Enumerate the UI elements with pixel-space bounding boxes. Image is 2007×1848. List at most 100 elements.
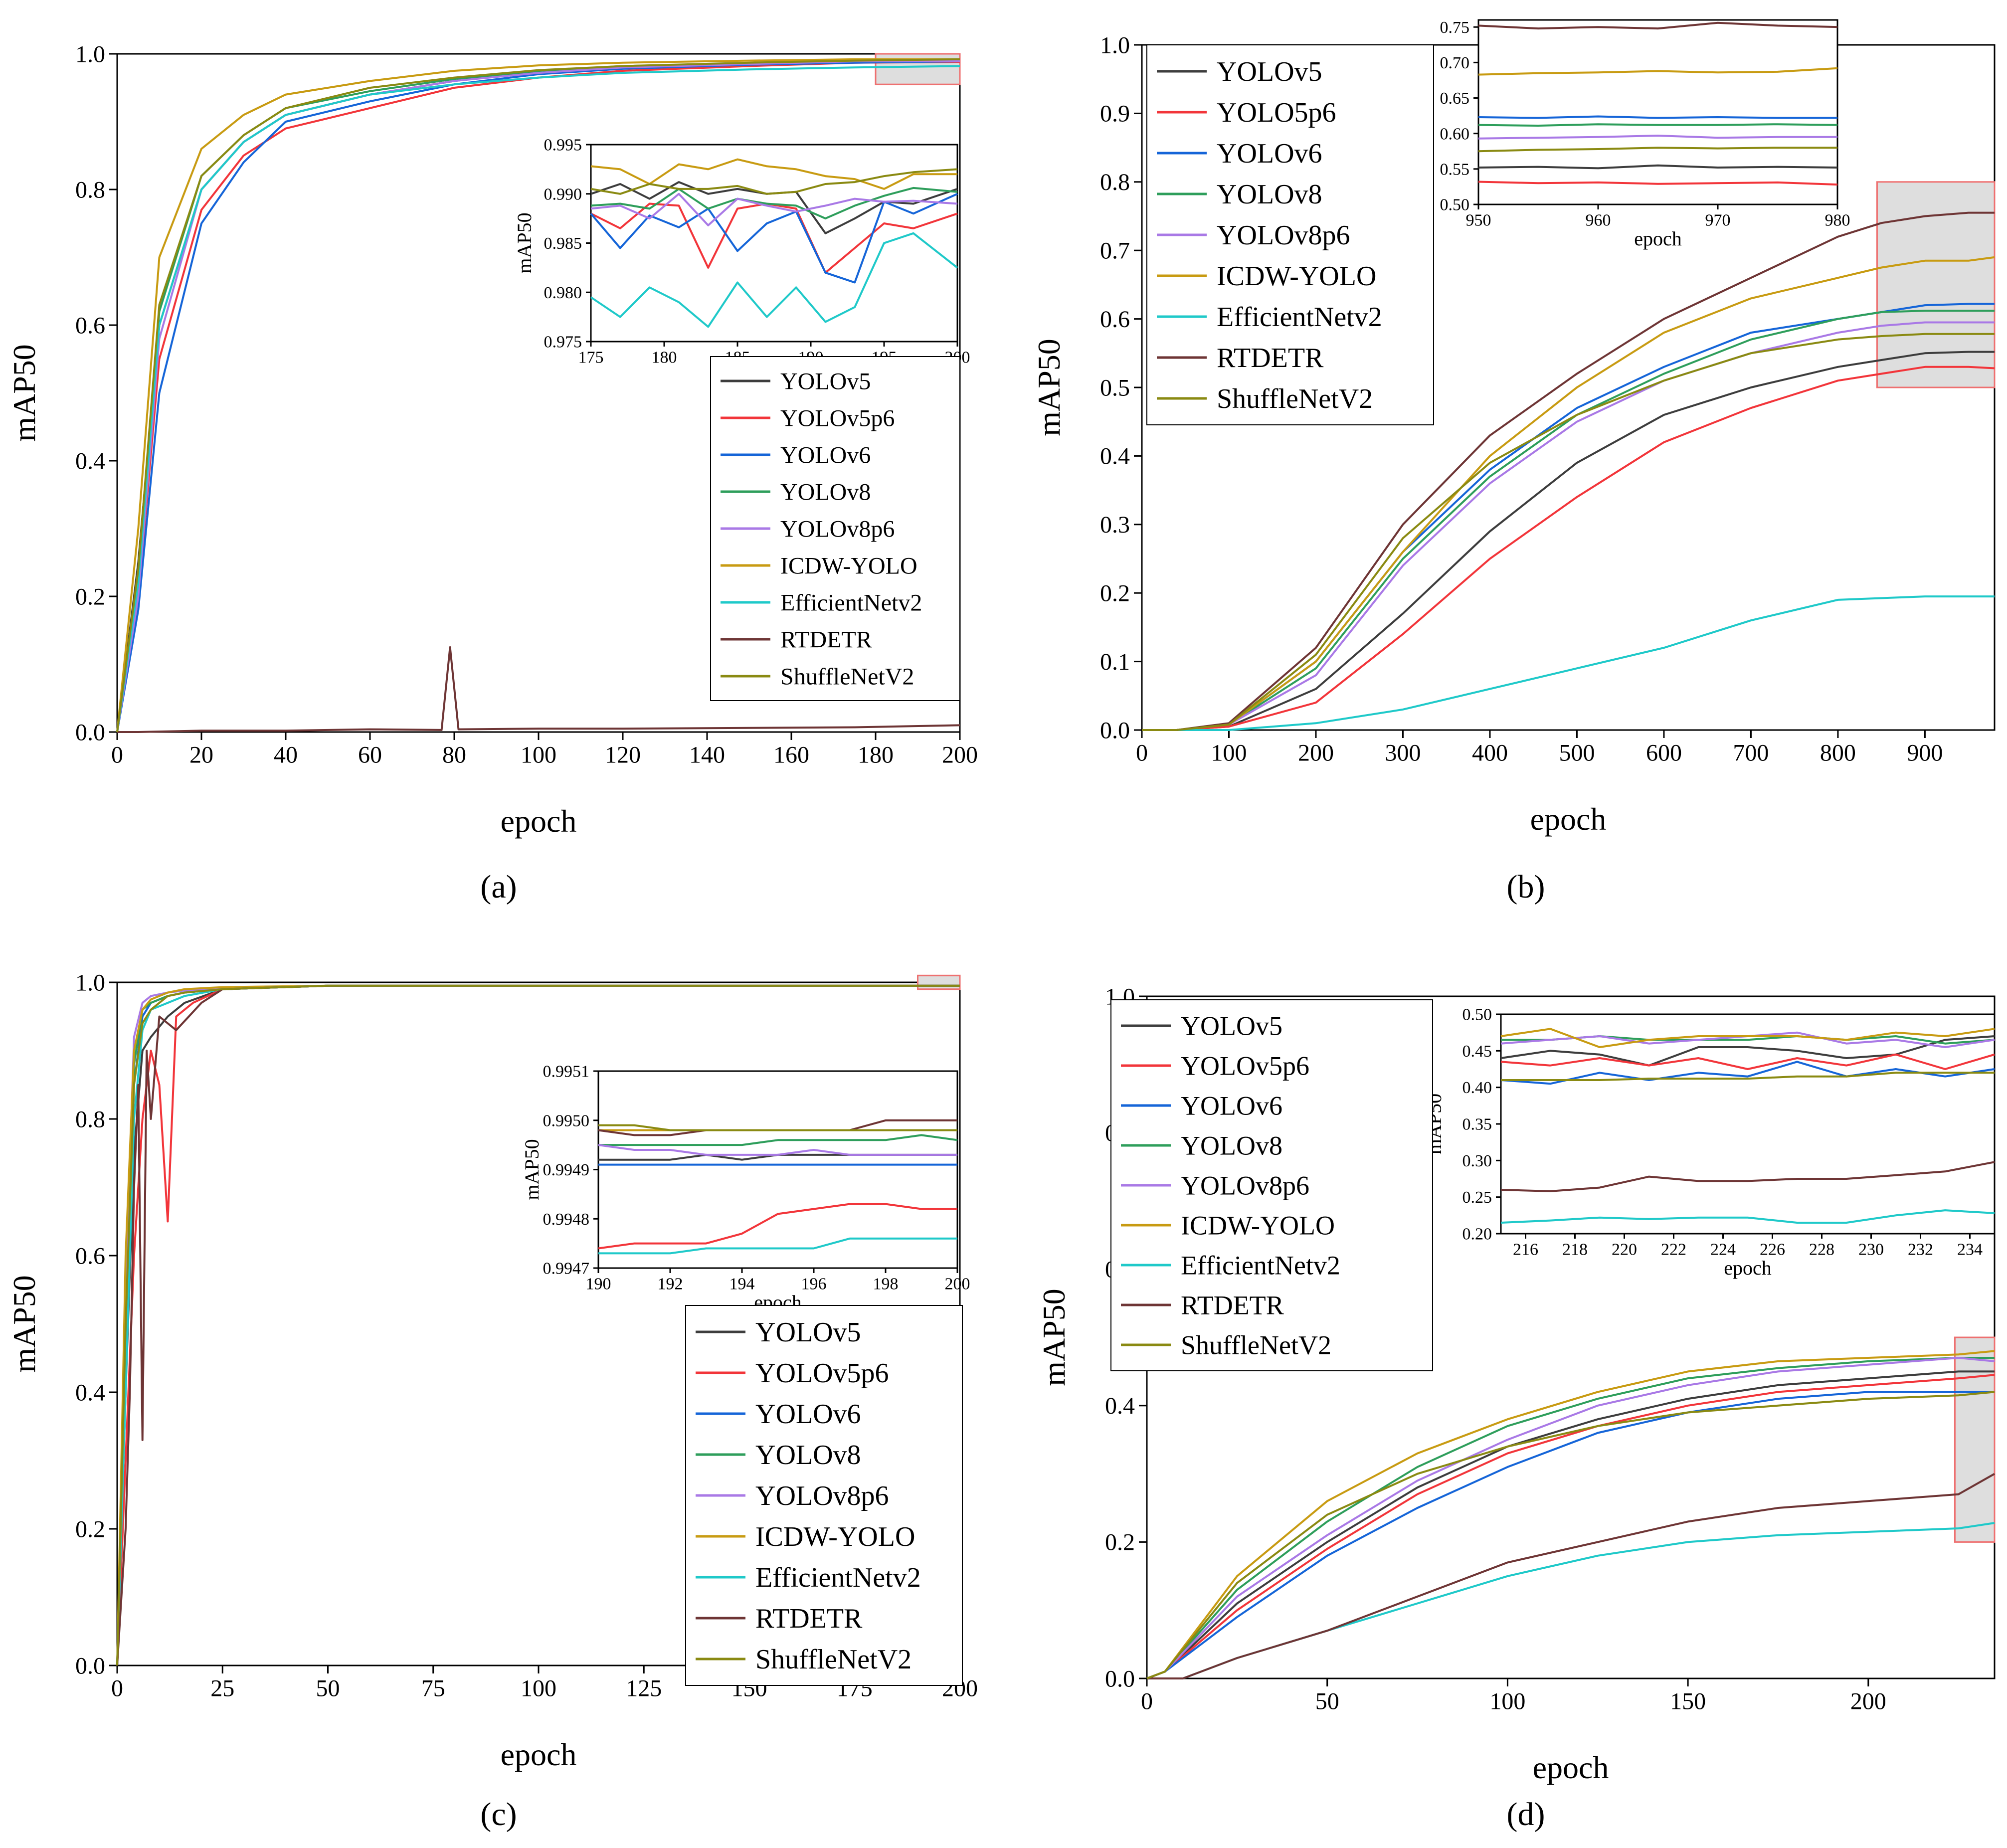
panel-d-legend-label: EfficientNetv2 [1181,1250,1340,1280]
panel-b-xtick-label: 400 [1472,740,1508,766]
panel-d-xtick-label: 0 [1141,1688,1153,1715]
panel-d-inset-xtick-label: 226 [1760,1240,1785,1259]
panel-b-inset-series-line [1478,135,1837,140]
panel-b-ytick-label: 0.2 [1100,580,1130,607]
panel-c: 0 25 50 75 100 125 150 175 2000.00.20.40.60.81.0… [6,969,978,1772]
panel-d-series-line [1147,1473,1995,1679]
panel-a-series-line [116,58,960,733]
panel-b-series-line [1142,595,1995,731]
panel-c-inset-background [598,1071,957,1268]
panel-d-series-line [1146,1391,1995,1679]
panel-a-xtick-label: 120 [605,742,641,768]
panel-b-legend-label: YOLOv8p6 [1217,220,1350,251]
panel-b-xtick-label: 300 [1385,740,1421,766]
panel-b-inset-series-line [1478,181,1838,186]
panel-b-ytick-label: 0.3 [1100,512,1130,538]
panel-a-legend-label: YOLOv6 [780,442,871,468]
panel-b-xtick-label: 0 [1136,740,1148,766]
panel-c-inset-xtick-label: 194 [730,1275,755,1293]
panel-c-inset-series-line [598,1237,957,1255]
panel-b-legend-label: YOLOv5 [1217,56,1322,87]
panel-b-legend-label: YOLOv6 [1217,138,1322,169]
panel-d-series-line [1146,1370,1995,1679]
panel-c-inset-series-line [598,1124,957,1131]
panel-b-xtick-label: 600 [1646,740,1682,766]
panel-b-inset-ytick-label: 0.65 [1440,89,1470,108]
panel-d-inset-xtick-label: 232 [1908,1240,1933,1259]
panel-c-legend-label: ICDW-YOLO [755,1521,915,1552]
panel-d-inset-series-line [1500,1035,1995,1067]
panel-c-xtick-label: 125 [626,1675,662,1702]
panel-d-inset-ytick-label: 0.40 [1462,1079,1492,1097]
panel-d-inset-ytick-label: 0.45 [1462,1042,1492,1061]
panel-a-series-line [116,58,960,733]
panel-d-series-line [1146,1391,1995,1679]
panel-d-inset-ytick-label: 0.50 [1462,1006,1492,1024]
panel-a-series-line [117,646,960,733]
panel-c-inset-xtick-label: 198 [873,1275,899,1293]
panel-b-inset-background [1478,20,1837,204]
panel-a-xtick-label: 0 [111,742,123,768]
panel-b-xtick-label: 700 [1733,740,1769,766]
panel-b-ytick-label: 0.1 [1100,649,1130,675]
panel-a-inset-series-line [590,192,958,226]
panel-a-ytick-label: 0.4 [75,448,105,474]
panel-d-legend-label: YOLOv8 [1181,1130,1282,1160]
panel-a-legend-label: YOLOv5 [780,368,871,394]
panel-d-series-line [1146,1374,1995,1679]
panel-b-xtick-label: 900 [1907,740,1943,766]
panel-d-inset-ytick-label: 0.20 [1462,1225,1492,1244]
panel-d-series-line [1146,1357,1995,1679]
caption-a: (a) [480,869,517,905]
panel-b-ytick-label: 0.5 [1100,374,1130,401]
panel-c-ytick-label: 0.6 [75,1243,105,1269]
panel-d-legend-label: YOLOv5 [1181,1011,1282,1041]
panel-a-xtick-label: 180 [858,742,894,768]
panel-b-inset-series-line [1478,147,1837,153]
panel-b-inset-ytick-label: 0.75 [1440,18,1470,37]
panel-b-ytick-label: 0.8 [1100,169,1130,195]
panel-d-inset-ytick-label: 0.30 [1462,1152,1492,1170]
panel-d-inset-background [1501,1014,1995,1234]
panel-c-legend-label: YOLOv5p6 [755,1358,889,1389]
panel-a-inset-series-line [590,186,958,220]
panel-a-ytick-label: 0.6 [75,312,105,339]
panel-b-inset-series-line [1478,21,1838,30]
panel-b-ytick-label: 0.0 [1100,717,1130,743]
panel-c-inset-xtick-label: 192 [658,1275,683,1293]
panel-c-inset-ytick-label: 0.9947 [543,1260,590,1278]
panel-c-legend-label: YOLOv8p6 [755,1480,889,1511]
panel-a-inset-series-line [590,168,958,195]
panel-d-inset-ytick-label: 0.35 [1462,1115,1492,1134]
panel-c-legend-label: EfficientNetv2 [755,1562,921,1593]
panel-a-legend-label: YOLOv8 [780,479,871,505]
panel-a-inset-ytick-label: 0.975 [544,333,582,352]
panel-c-ytick-label: 0.4 [75,1379,105,1406]
panel-d-inset-ytick-label: 0.25 [1462,1188,1492,1207]
panel-d-ytick-label: 0.0 [1105,1665,1135,1692]
panel-a-series-line [116,61,960,733]
panel-a-inset-series-line [590,232,958,328]
panel-d-inset-xtick-label: 218 [1562,1240,1588,1259]
panel-b-xtick-label: 200 [1298,740,1334,766]
panel-d-legend-label: YOLOv8p6 [1181,1170,1309,1200]
panel-d-legend-label: ICDW-YOLO [1181,1210,1335,1240]
panel-c-ytick-label: 0.2 [75,1516,105,1542]
panel-b-series-line [1142,211,1995,731]
panel-c-xtick-label: 100 [521,1675,556,1702]
panel-b-xlabel: epoch [1530,801,1607,837]
panel-c-legend-label: YOLOv5 [755,1317,861,1348]
panel-c-inset-series-line [598,1134,958,1146]
panel-a-inset-ylabel: mAP50 [513,212,536,273]
panel-d-inset-xtick-label: 224 [1710,1240,1736,1259]
panel-d-legend-label: YOLOv6 [1181,1091,1282,1120]
panel-a-legend-label: ShuffleNetV2 [780,663,914,690]
panel-b-inset-series-line [1478,67,1838,76]
panel-b-series-line [1142,321,1995,731]
panel-a-xtick-label: 20 [189,742,213,768]
panel-d: 0501001502000.00.20.40.60.81.0epochmAP50… [1036,983,1996,1785]
panel-c-xtick-label: 50 [316,1675,340,1702]
panel-d-ytick-label: 0.4 [1105,1393,1135,1419]
panel-a-xtick-label: 100 [521,742,556,768]
